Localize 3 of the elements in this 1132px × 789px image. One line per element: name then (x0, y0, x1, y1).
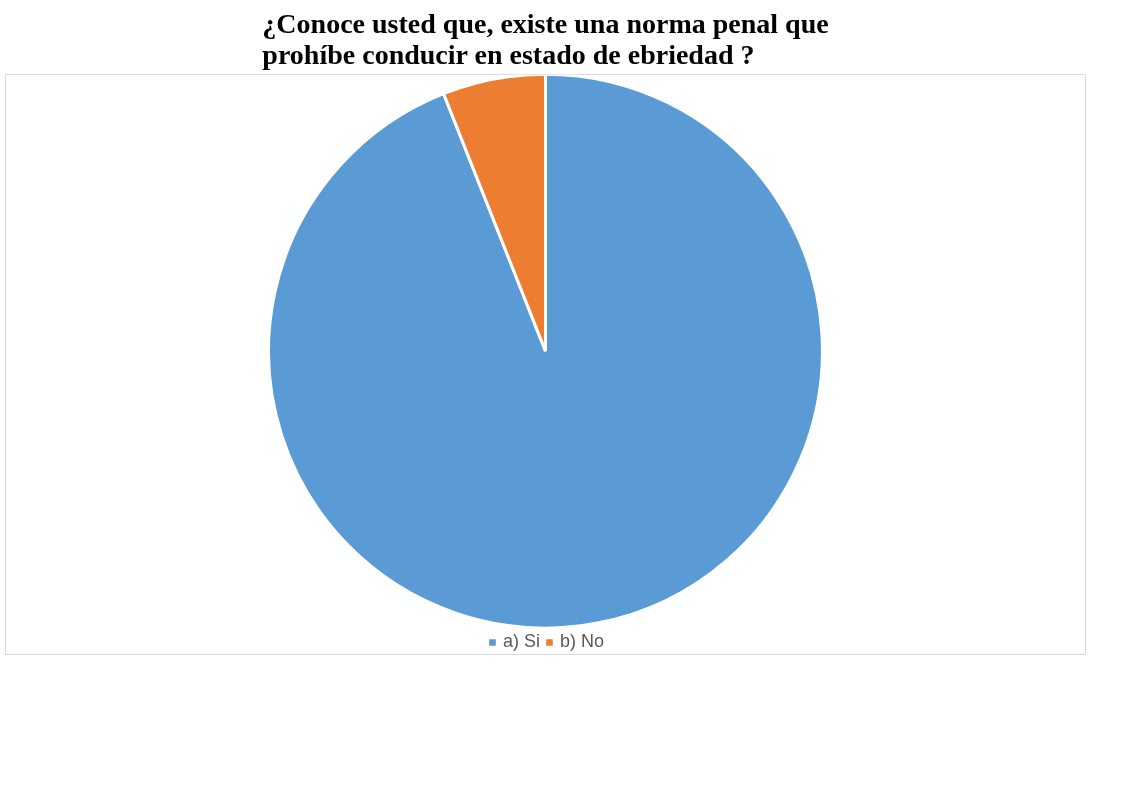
legend-label: b) No (560, 631, 605, 652)
legend-label: a) Si (502, 631, 540, 652)
chart-title: ¿Conoce usted que, existe una norma penal que prohíbe conducir en estado de ebriedad ? (262, 7, 829, 70)
